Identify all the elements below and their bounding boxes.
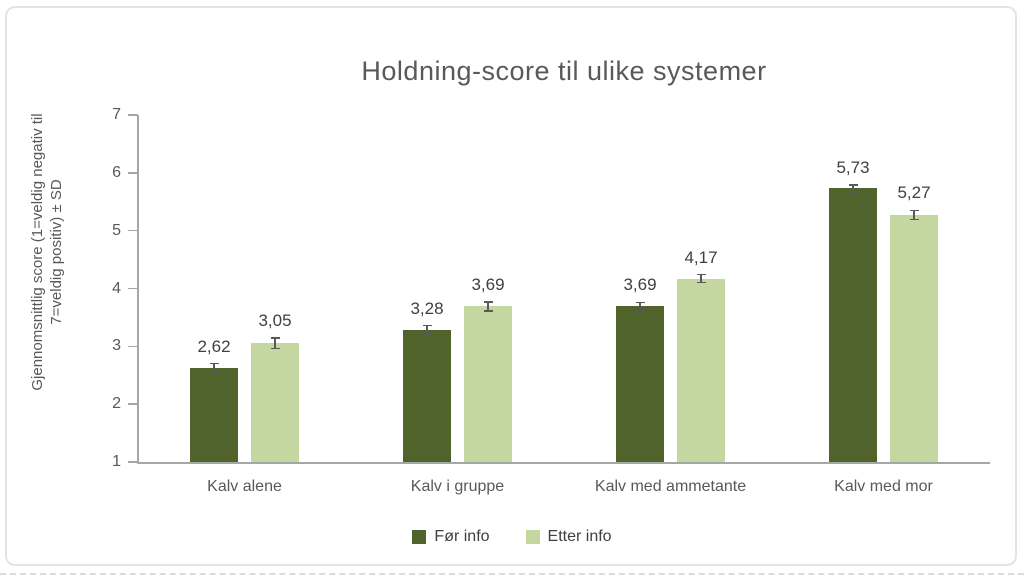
- y-tick-mark: [128, 172, 138, 174]
- error-bar-cap-top: [696, 273, 706, 276]
- x-category-label: Kalv med ammetante: [594, 478, 747, 495]
- error-bar: [852, 184, 854, 192]
- error-bar-cap-top: [209, 362, 219, 365]
- bar-etter-info-3: [677, 278, 725, 462]
- bar-etter-info-4: [890, 215, 938, 462]
- legend-label-etter-info: Etter info: [547, 528, 612, 545]
- error-bar: [213, 363, 215, 373]
- error-bar-cap-top: [270, 337, 280, 339]
- legend: Før info Etter info: [0, 528, 1024, 546]
- error-bar-cap-bottom: [696, 281, 706, 284]
- slide-bottom-edge: [0, 573, 1024, 575]
- x-category-label: Kalv i gruppe: [410, 478, 505, 495]
- y-tick-label: 7: [112, 106, 121, 123]
- error-bar-cap-bottom: [483, 310, 493, 312]
- data-label: 3,69: [471, 274, 505, 294]
- error-bar-cap-top: [848, 184, 858, 186]
- y-tick-mark: [128, 461, 138, 463]
- chart-title: Holdning-score til ulike systemer: [361, 56, 767, 86]
- error-bar-cap-top: [483, 301, 493, 303]
- y-tick-mark: [128, 403, 138, 405]
- y-tick-label: 3: [112, 337, 121, 355]
- error-bar-cap-top: [909, 209, 919, 212]
- bar-før-info-4: [829, 188, 877, 462]
- y-tick-mark: [128, 114, 138, 116]
- bar-før-info-2: [403, 330, 451, 462]
- legend-item-etter-info: Etter info: [525, 528, 612, 546]
- y-axis-line: [137, 115, 139, 462]
- y-tick-label: 6: [112, 163, 121, 181]
- bar-før-info-1: [190, 368, 238, 462]
- data-label: 3,28: [410, 298, 444, 318]
- y-tick-label: 4: [112, 279, 121, 297]
- bar-etter-info-2: [464, 306, 512, 462]
- error-bar-cap-bottom: [422, 334, 432, 336]
- x-axis-line: [137, 461, 990, 464]
- data-label: 3,05: [258, 311, 292, 331]
- data-label: 5,73: [836, 157, 870, 177]
- bar-etter-info-1: [251, 343, 299, 462]
- y-tick-mark: [128, 287, 138, 290]
- y-tick-label: 2: [112, 395, 121, 413]
- legend-swatch-etter-info: [525, 530, 540, 544]
- error-bar-cap-bottom: [848, 191, 858, 193]
- y-tick-label: 1: [112, 453, 121, 470]
- data-label: 4,17: [684, 247, 718, 267]
- legend-swatch-for-info: [412, 530, 427, 544]
- data-label: 5,27: [897, 183, 931, 203]
- legend-item-for-info: Før info: [412, 528, 490, 546]
- error-bar-cap-bottom: [909, 218, 919, 221]
- error-bar-cap-bottom: [270, 347, 280, 350]
- error-bar: [274, 338, 276, 349]
- y-tick-mark: [128, 229, 138, 232]
- legend-label-for-info: Før info: [434, 528, 490, 545]
- error-bar: [487, 301, 489, 312]
- y-tick-label: 5: [112, 221, 121, 239]
- error-bar-cap-bottom: [635, 309, 645, 312]
- error-bar: [913, 210, 915, 220]
- y-tick-mark: [128, 345, 138, 348]
- error-bar-cap-top: [422, 324, 432, 327]
- error-bar: [426, 325, 428, 335]
- data-label: 2,62: [197, 336, 231, 356]
- bar-før-info-3: [616, 306, 664, 462]
- error-bar-cap-top: [635, 301, 645, 304]
- error-bar: [700, 274, 702, 283]
- x-category-label: Kalv alene: [207, 478, 282, 495]
- data-label: 3,69: [623, 275, 657, 295]
- error-bar: [639, 302, 641, 311]
- x-category-label: Kalv med mor: [834, 478, 933, 495]
- error-bar-cap-bottom: [209, 372, 219, 374]
